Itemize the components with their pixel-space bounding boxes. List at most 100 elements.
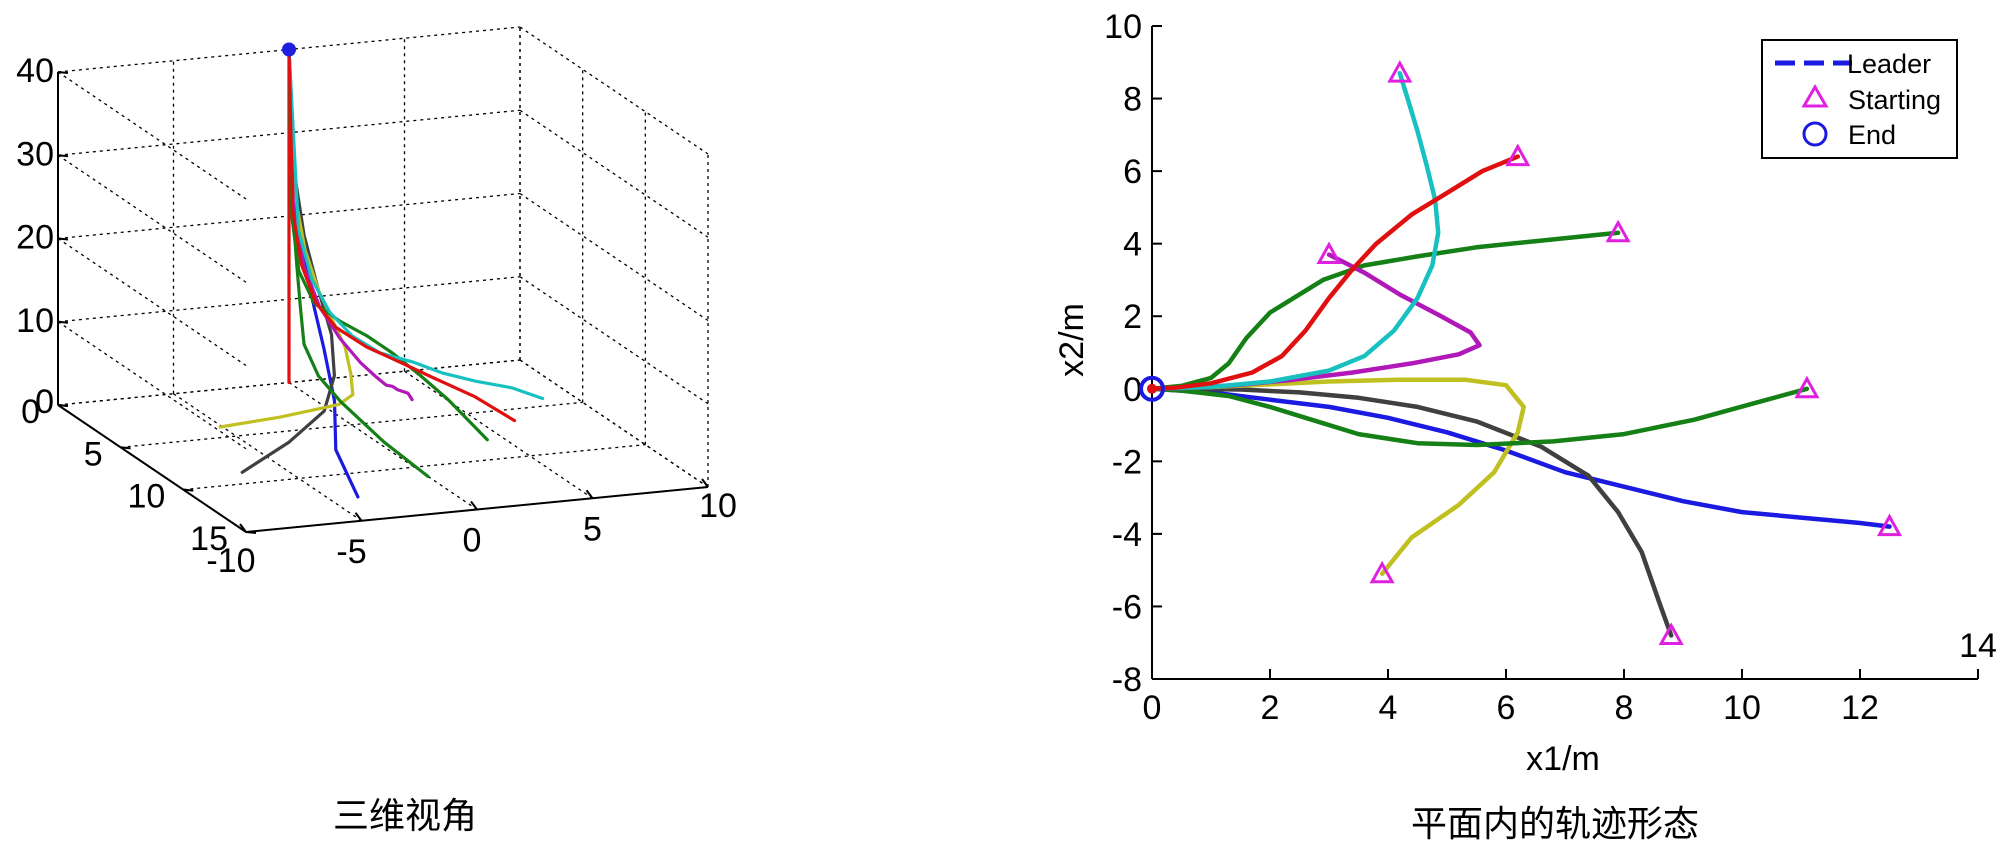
z-tick-label: 20: [16, 219, 54, 257]
x-tick-label: 5: [583, 510, 602, 548]
x-axis-label: x1/m: [1526, 740, 1600, 778]
trajectory-3d-5: [287, 47, 489, 442]
x-tick-label: 0: [1143, 689, 1162, 727]
start-marker-triangle-icon: [1876, 513, 1903, 537]
start-marker-triangle-icon: [1794, 375, 1820, 399]
chart-2d-markers: [1139, 60, 1903, 645]
z-tick-mark: [57, 320, 69, 324]
chart-2d-plane: 0 2 4 6 8 10 12 14 -8 -6 -4 -2 0 2 4 6 8 10 x1/m x2/m 平面内…: [1053, 8, 1997, 845]
trajectory-2d-2: [1149, 377, 1526, 577]
trajectory-2d-0: [1149, 386, 1892, 529]
chart-2d-ticks: 0 2 4 6 8 10 12 14 -8 -6 -4 -2 0 2 4 6 8 10: [1104, 8, 1997, 727]
trajectory-2d-7: [1149, 154, 1521, 392]
y-tick-label: -6: [1112, 588, 1142, 626]
z-tick-mark: [57, 154, 69, 158]
grid-floor-x: [288, 381, 478, 511]
x-tick-label: 2: [1261, 689, 1280, 727]
y-tick-label: -4: [1112, 516, 1142, 554]
y-tick-mark: [183, 488, 194, 492]
grid-side-z: [519, 26, 709, 155]
chart-3d-grid: [57, 26, 709, 533]
trajectory-2d-3: [1149, 386, 1810, 448]
trajectory-2d-1: [1149, 386, 1674, 638]
y-tick-label: -8: [1112, 661, 1142, 699]
grid-left-z: [57, 154, 247, 283]
y-tick-label: 6: [1123, 153, 1142, 191]
y-tick-mark: [120, 446, 131, 450]
start-marker-triangle-icon: [1387, 60, 1413, 83]
legend-end-label: End: [1848, 120, 1896, 150]
grid-floor-y: [120, 401, 583, 448]
x-tick-label: 12: [1841, 689, 1879, 727]
y-tick-label: 4: [1123, 226, 1142, 264]
start-marker-triangle-icon: [1658, 622, 1684, 645]
z-tick-label: 30: [16, 135, 54, 173]
chart-2d-axes: [1151, 26, 1978, 680]
y-tick-label: 0: [1123, 371, 1142, 409]
z-tick-label: 0: [35, 383, 54, 421]
x-tick-label: -10: [206, 542, 255, 580]
chart-3d-axes: [57, 72, 709, 533]
x-tick-label: -5: [336, 533, 366, 571]
start-marker-triangle-icon: [1605, 219, 1631, 243]
trajectory-3d-6: [287, 47, 414, 402]
legend-starting-label: Starting: [1848, 85, 1941, 115]
trajectory-3d-8: [287, 47, 517, 423]
grid-left-z: [57, 237, 247, 367]
trajectory-2d-6: [1149, 70, 1441, 392]
z-tick-mark: [57, 237, 69, 241]
y-tick-label: 5: [84, 435, 103, 473]
trajectory-3d-3: [218, 47, 355, 429]
end-marker-core: [1147, 383, 1157, 394]
x-tick-label: 8: [1615, 689, 1634, 727]
legend-starting-triangle-icon: [1801, 84, 1829, 108]
grid-side-z: [519, 276, 709, 405]
y-tick-label: 8: [1123, 81, 1142, 119]
end-marker-circle-icon: [1139, 375, 1165, 402]
legend-box: [1761, 39, 1958, 159]
y-tick-label: -2: [1112, 443, 1142, 481]
grid-side-z: [519, 109, 709, 238]
x-tick-label: 6: [1497, 689, 1516, 727]
z-tick-mark: [57, 71, 69, 74]
grid-side-z: [519, 192, 709, 322]
x-tick-mark: [701, 478, 709, 488]
x-tick-label: 10: [699, 487, 737, 525]
chart-3d-series: [218, 42, 545, 499]
y-tick-label: 15: [190, 520, 228, 558]
legend-leader-label: Leader: [1847, 49, 1931, 79]
trajectory-2d-4: [1149, 230, 1621, 392]
y-tick-label: 10: [1104, 8, 1142, 46]
x-tick-label: 4: [1379, 689, 1398, 727]
end-point-3d: [282, 42, 296, 57]
chart-2d-caption: 平面内的轨迹形态: [1411, 804, 1699, 845]
grid-floor-x: [404, 370, 593, 499]
y-axis-label: x2/m: [1053, 303, 1091, 377]
chart-3d-caption: 三维视角: [333, 796, 477, 837]
z-tick-label: 10: [16, 302, 54, 340]
y-tick-label: 2: [1123, 298, 1142, 336]
x-tick-mark: [354, 512, 363, 522]
legend: Leader Starting End: [1761, 39, 1958, 159]
x-tick-label: 10: [1723, 689, 1761, 727]
y-tick-label: 10: [128, 478, 166, 516]
grid-left-z: [57, 321, 247, 450]
y-tick-mark: [245, 531, 257, 534]
chart-2d-series: [1149, 70, 1892, 638]
x-tick-mark: [239, 523, 247, 533]
y-tick-label: 0: [21, 393, 40, 431]
start-marker-triangle-icon: [1316, 241, 1342, 265]
start-marker-triangle-icon: [1369, 560, 1395, 584]
start-marker-triangle-icon: [1505, 143, 1531, 167]
z-tick-mark: [57, 404, 69, 407]
x-tick-mark: [470, 500, 478, 511]
y-axis-line: [57, 404, 247, 533]
grid-side-z: [519, 359, 709, 488]
z-tick-label: 40: [16, 52, 54, 90]
grid-left-z: [57, 71, 247, 200]
x-tick-label: 14: [1959, 627, 1997, 665]
x-tick-label: 0: [463, 522, 482, 560]
